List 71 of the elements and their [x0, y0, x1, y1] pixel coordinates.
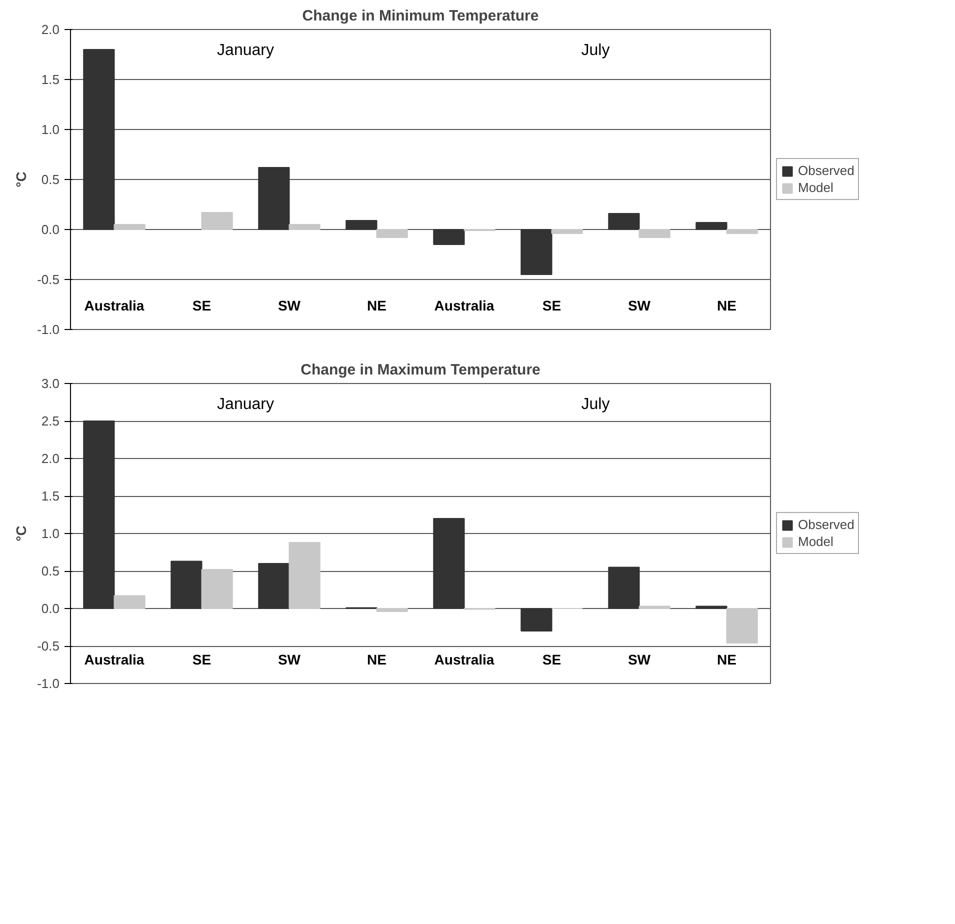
x-tick-label: Australia	[84, 298, 144, 314]
legend-label: Observed	[798, 517, 854, 532]
bar	[258, 563, 290, 609]
legend-label: Observed	[798, 163, 854, 178]
bar	[726, 608, 758, 644]
y-tick-label: -0.5	[37, 638, 60, 654]
bar	[288, 224, 320, 230]
x-tick-label: SW	[628, 652, 652, 668]
y-tick-label: 1.5	[41, 72, 60, 87]
bar	[114, 224, 146, 230]
bar	[638, 229, 670, 238]
bar	[376, 229, 408, 238]
annotation: January	[217, 42, 274, 59]
bar	[433, 518, 465, 609]
bar	[608, 213, 640, 230]
bar	[696, 606, 728, 609]
y-axis-title: °C	[13, 526, 30, 542]
y-tick-label: 2.0	[41, 451, 60, 466]
y-tick-label: 0.5	[41, 564, 60, 578]
y-tick-label: -1.0	[37, 676, 60, 691]
legend-label: Model	[798, 180, 834, 195]
bar	[170, 560, 202, 609]
y-tick-label: 0.0	[41, 601, 60, 616]
y-tick-label: 0.0	[41, 222, 60, 237]
bar	[83, 420, 115, 609]
y-tick-label: 2.0	[41, 22, 60, 37]
x-tick-label: NE	[367, 298, 386, 314]
y-tick-label: 3.0	[41, 376, 60, 391]
annotation: January	[217, 396, 274, 413]
x-tick-label: SW	[278, 652, 302, 668]
bar	[258, 167, 290, 230]
x-tick-label: NE	[717, 652, 736, 668]
x-tick-label: Australia	[84, 652, 144, 668]
bar	[114, 595, 146, 609]
annotation: July	[581, 42, 610, 59]
bar	[608, 566, 640, 609]
bar	[83, 49, 115, 230]
chart-title: Change in Minimum Temperature	[302, 8, 539, 24]
bar	[346, 220, 378, 230]
x-tick-label: NE	[717, 298, 736, 314]
x-tick-label: SE	[192, 298, 212, 314]
y-tick-label: 0.5	[41, 172, 60, 187]
y-tick-label: 1.0	[41, 122, 60, 137]
bar	[726, 229, 758, 234]
legend-label: Model	[798, 534, 834, 549]
x-tick-label: SE	[542, 298, 562, 314]
y-tick-label: -1.0	[37, 322, 60, 337]
y-tick-label: 1.5	[41, 488, 60, 504]
y-axis-title: °C	[13, 172, 30, 188]
bar	[551, 229, 583, 234]
x-tick-label: SW	[278, 298, 302, 314]
chart-title: Change in Maximum Temperature	[300, 362, 540, 378]
bar	[638, 606, 670, 609]
x-tick-label: SW	[628, 298, 652, 314]
bar	[696, 222, 728, 230]
y-tick-label: 2.5	[41, 414, 60, 428]
bar	[376, 608, 408, 612]
bar	[201, 212, 233, 230]
x-tick-label: Australia	[434, 298, 494, 314]
y-tick-label: 1.0	[41, 526, 60, 541]
x-tick-label: SE	[192, 652, 212, 668]
y-tick-label: -0.5	[37, 272, 60, 287]
bar	[201, 569, 233, 609]
bar	[433, 229, 465, 245]
x-tick-label: SE	[542, 652, 562, 668]
x-tick-label: Australia	[434, 652, 494, 668]
x-tick-label: NE	[367, 652, 386, 668]
bar	[520, 608, 552, 632]
bar	[520, 229, 552, 275]
annotation: July	[581, 396, 610, 413]
bar	[288, 542, 320, 609]
